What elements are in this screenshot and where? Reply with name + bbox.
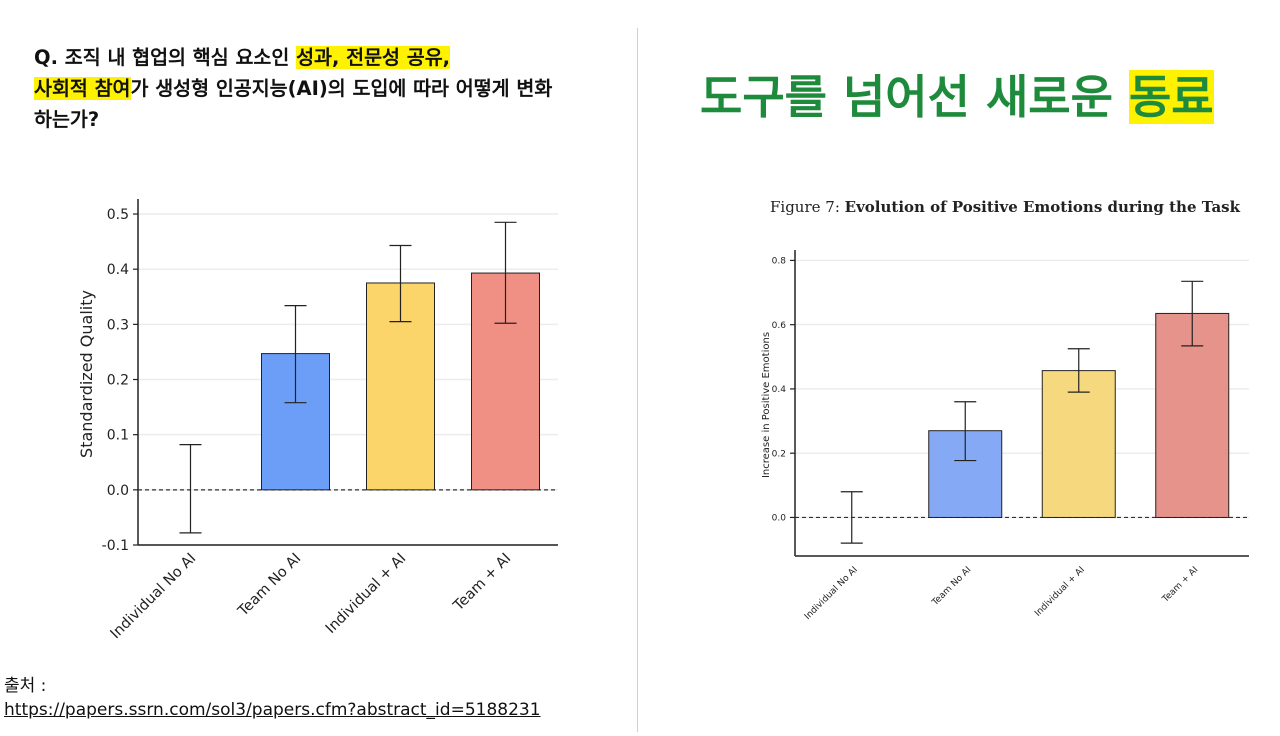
question-prefix: Q. 조직 내 협업의 핵심 요소인 — [34, 46, 297, 69]
x-tick-label: Team + AI — [450, 551, 514, 615]
y-tick-label: 0.5 — [107, 207, 129, 223]
chart-title: Figure 7: Evolution of Positive Emotions… — [770, 198, 1241, 216]
source-link[interactable]: https://papers.ssrn.com/sol3/papers.cfm?… — [4, 700, 541, 720]
y-tick-label: 0.0 — [772, 514, 787, 524]
headline: 도구를 넘어선 새로운 동료 — [700, 66, 1240, 128]
chart-title-main: Evolution of Positive Emotions during th… — [845, 198, 1241, 216]
bar-team-plus-ai — [1155, 312, 1230, 518]
y-axis-label: Increase in Positive Emotions — [761, 332, 772, 478]
y-tick-label: -0.1 — [102, 538, 129, 554]
x-tick-label: Team No AI — [930, 565, 974, 609]
y-tick-label: 0.4 — [772, 385, 787, 395]
headline-text: 도구를 넘어선 새로운 — [700, 70, 1129, 124]
question-highlight-2: 사회적 참여 — [34, 77, 131, 100]
question-text: Q. 조직 내 협업의 핵심 요소인 성과, 전문성 공유, 사회적 참여가 생성… — [34, 42, 554, 135]
y-tick-label: 0.3 — [107, 317, 129, 333]
y-tick-label: 0.6 — [772, 321, 787, 331]
y-axis-label: Standardized Quality — [77, 290, 96, 458]
positive-emotions-chart: Figure 7: Evolution of Positive Emotions… — [761, 198, 1249, 622]
x-tick-label: Individual No AI — [803, 565, 860, 622]
y-tick-label: 0.4 — [107, 262, 129, 278]
y-tick-label: 0.2 — [107, 373, 129, 389]
bar-team-no-ai — [928, 430, 1003, 518]
y-tick-label: 0.1 — [107, 428, 129, 444]
quality-chart: -0.1 0.0 0.1 0.2 0.3 0.4 0.5 Individual No AI Te… — [77, 199, 558, 643]
source-label: 출처 : — [4, 676, 47, 696]
bar-individual-plus-ai — [1041, 370, 1116, 518]
vertical-divider — [637, 28, 638, 732]
x-tick-label: Team No AI — [235, 551, 305, 621]
y-tick-label: 0.2 — [772, 449, 786, 459]
chart-title-prefix: Figure 7: — [770, 198, 845, 216]
source-note: 출처 : https://papers.ssrn.com/sol3/papers… — [4, 674, 541, 722]
headline-highlight: 동료 — [1128, 70, 1214, 124]
y-tick-label: 0.0 — [107, 483, 129, 499]
question-highlight-1: 성과, 전문성 공유, — [296, 46, 451, 69]
x-tick-label: Individual + AI — [1033, 565, 1087, 619]
x-tick-label: Individual No AI — [108, 551, 200, 643]
question-suffix: 가 생성형 인공지능(AI)의 도입에 따라 어떻게 변화하는가? — [34, 77, 553, 131]
y-tick-label: 0.8 — [772, 257, 787, 267]
x-tick-label: Team + AI — [1160, 565, 1200, 605]
x-tick-label: Individual + AI — [323, 551, 409, 637]
